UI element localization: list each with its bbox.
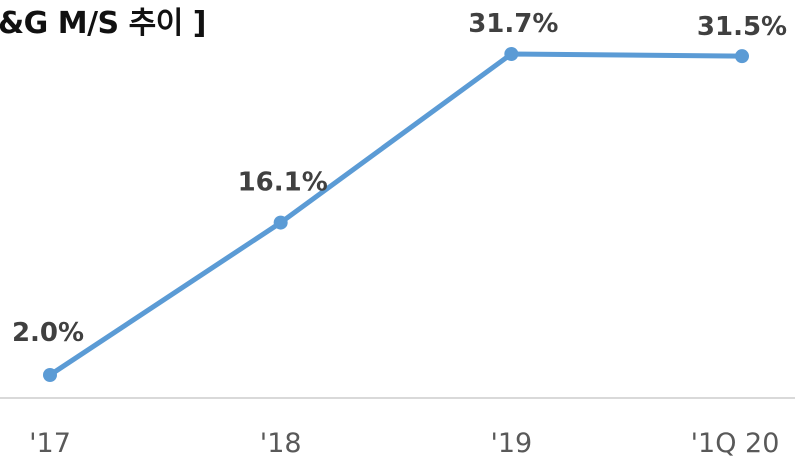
data-label: 31.7%: [468, 9, 558, 39]
chart-title: &G M/S 추이 ]: [0, 6, 206, 41]
data-label: 16.1%: [238, 168, 328, 198]
x-tick-label: '17: [29, 428, 71, 459]
data-point: [273, 215, 288, 230]
data-point: [504, 47, 519, 61]
data-label: 31.5%: [697, 12, 787, 42]
data-point: [43, 368, 57, 382]
data-point: [735, 49, 749, 64]
series-line: [47, 51, 745, 378]
data-label: 2.0%: [12, 318, 84, 348]
x-tick-label: '1Q 20: [691, 428, 780, 459]
x-tick-label: '19: [490, 428, 532, 459]
x-tick-label: '18: [260, 428, 302, 459]
